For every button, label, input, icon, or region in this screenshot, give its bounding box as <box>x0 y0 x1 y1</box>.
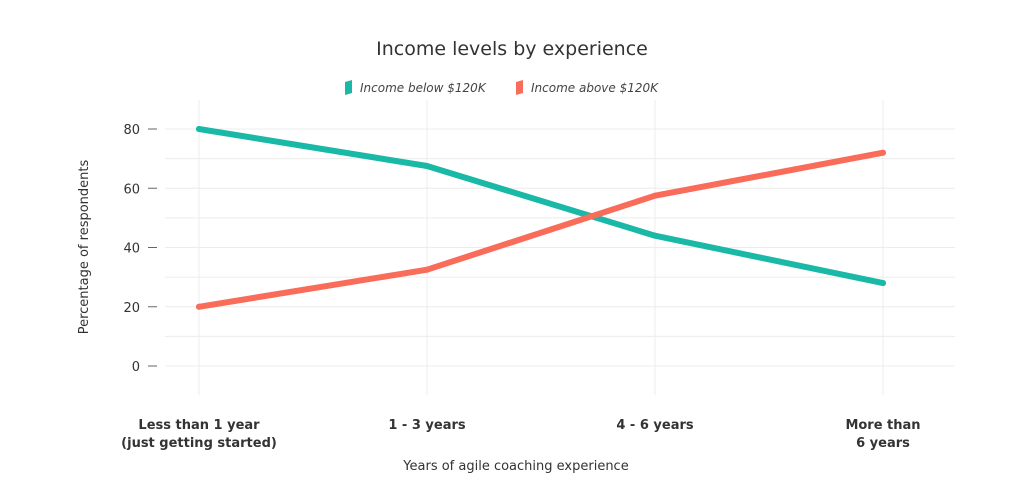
x-axis-label: Years of agile coaching experience <box>402 459 628 474</box>
series-point-0[interactable] <box>424 163 430 170</box>
y-tick-label: 20 <box>123 301 140 316</box>
series-point-0[interactable] <box>652 232 658 239</box>
y-tick-label: 40 <box>123 242 140 257</box>
gridlines <box>165 100 955 395</box>
y-axis-ticks: 0 20 40 60 80 <box>123 123 157 375</box>
x-tick-label: More than 6 years <box>845 418 920 451</box>
legend-item-below[interactable]: Income below $120K <box>345 80 487 95</box>
y-tick-label: 80 <box>123 123 140 138</box>
legend-swatch-above <box>516 80 523 95</box>
legend: Income below $120K Income above $120K <box>345 80 659 95</box>
series-line-0 <box>196 126 886 287</box>
series-point-1[interactable] <box>880 149 886 156</box>
x-axis-categories: Less than 1 year (just getting started) 1 … <box>121 418 920 451</box>
x-tick-label: 4 - 6 years <box>616 418 694 433</box>
series-point-0[interactable] <box>196 126 202 132</box>
series-point-1[interactable] <box>196 303 202 310</box>
series-point-0[interactable] <box>880 280 886 287</box>
legend-label-above: Income above $120K <box>531 81 659 95</box>
legend-item-above[interactable]: Income above $120K <box>516 80 659 95</box>
y-tick-label: 0 <box>132 360 140 375</box>
series-point-1[interactable] <box>424 266 430 273</box>
series-line-1 <box>196 149 886 310</box>
legend-label-below: Income below $120K <box>360 81 487 95</box>
y-axis-label: Percentage of respondents <box>77 159 92 334</box>
chart-title: Income levels by experience <box>376 38 648 60</box>
legend-swatch-below <box>345 80 352 95</box>
series-point-1[interactable] <box>652 192 658 199</box>
series-lines <box>196 126 886 310</box>
x-tick-label: Less than 1 year (just getting started) <box>121 418 277 451</box>
x-tick-label: 1 - 3 years <box>388 418 466 433</box>
y-tick-label: 60 <box>123 182 140 197</box>
